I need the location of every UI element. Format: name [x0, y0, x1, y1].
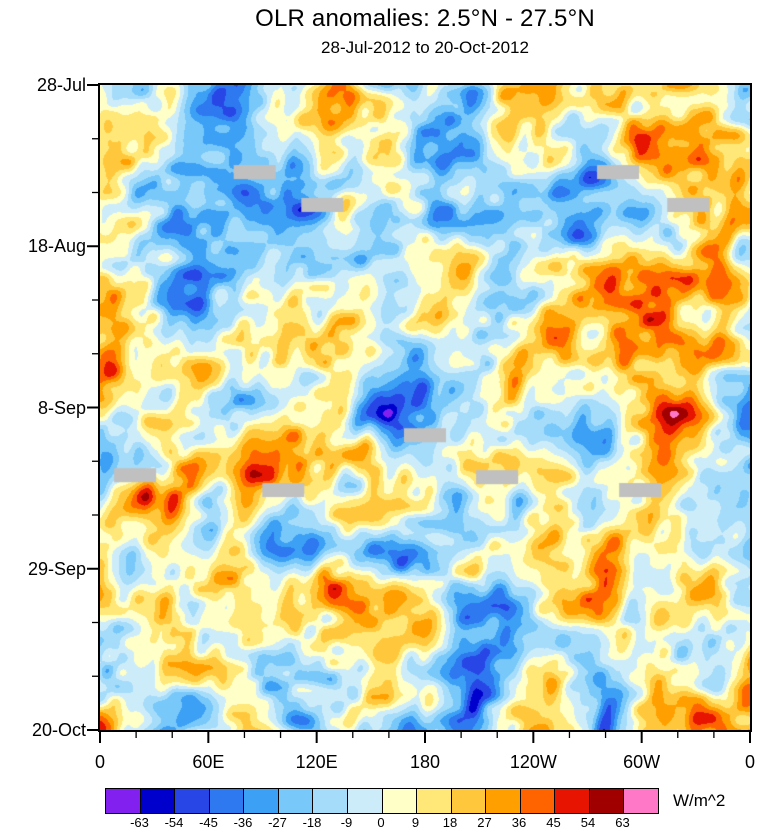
- x-tick-label: 0: [94, 752, 106, 772]
- colorbar-tick-label: -18: [302, 815, 322, 830]
- colorbar-tick-label: -36: [233, 815, 253, 830]
- x-tick-label: 180: [409, 752, 441, 772]
- colorbar-cell: [209, 789, 245, 813]
- colorbar-tick-label: -9: [340, 815, 353, 830]
- colorbar-tick-label: -27: [268, 815, 287, 830]
- colorbar-tick-label: 0: [377, 815, 385, 830]
- colorbar-cell: [417, 789, 452, 813]
- colorbar-cell: [244, 789, 279, 813]
- y-tick-label: 29-Sep: [27, 558, 86, 579]
- x-tick-label: 60E: [192, 752, 225, 772]
- y-tick-label: 8-Sep: [37, 397, 86, 418]
- colorbar-tick-label: 63: [615, 815, 630, 830]
- colorbar-tick-label: -45: [199, 815, 218, 830]
- y-tick-label: 18-Aug: [27, 236, 86, 257]
- colorbar-tick-label: 9: [411, 815, 420, 830]
- colorbar-cell: [555, 789, 590, 813]
- chart-subtitle: 28-Jul-2012 to 20-Oct-2012: [321, 38, 529, 57]
- chart-title: OLR anomalies: 2.5°N - 27.5°N: [255, 5, 595, 32]
- x-tick-label: 120W: [509, 752, 557, 772]
- colorbar-cell: [520, 789, 556, 813]
- colorbar-cell: [347, 789, 383, 813]
- colorbar-tick-label: -63: [130, 815, 149, 830]
- colorbar-cell: [106, 789, 141, 813]
- x-tick-label: 0: [744, 752, 756, 772]
- colorbar-cell: [382, 789, 418, 813]
- y-tick-label: 28-Jul: [36, 75, 86, 95]
- x-tick-label: 60W: [623, 752, 661, 772]
- colorbar-cell: [486, 789, 521, 813]
- x-tick-label: 120E: [295, 752, 338, 772]
- y-tick-label: 20-Oct: [31, 720, 86, 740]
- colorbar-cell: [175, 789, 210, 813]
- colorbar-cell: [278, 789, 314, 813]
- colorbar-tick-label: -54: [164, 815, 184, 830]
- colorbar-tick-label: 18: [442, 815, 458, 830]
- colorbar-units-label: W/m^2: [673, 791, 726, 810]
- colorbar-cell: [589, 789, 625, 813]
- colorbar: [105, 788, 659, 814]
- colorbar-tick-label: 45: [546, 815, 561, 830]
- plot-area: [98, 83, 752, 732]
- colorbar-cell: [624, 789, 658, 813]
- colorbar-cell: [451, 789, 487, 813]
- colorbar-tick-label: 27: [477, 815, 492, 830]
- colorbar-tick-label: 54: [580, 815, 596, 830]
- colorbar-tick-label: 36: [511, 815, 527, 830]
- heatmap-canvas: [100, 85, 750, 730]
- colorbar-cell: [140, 789, 176, 813]
- colorbar-cell: [313, 789, 348, 813]
